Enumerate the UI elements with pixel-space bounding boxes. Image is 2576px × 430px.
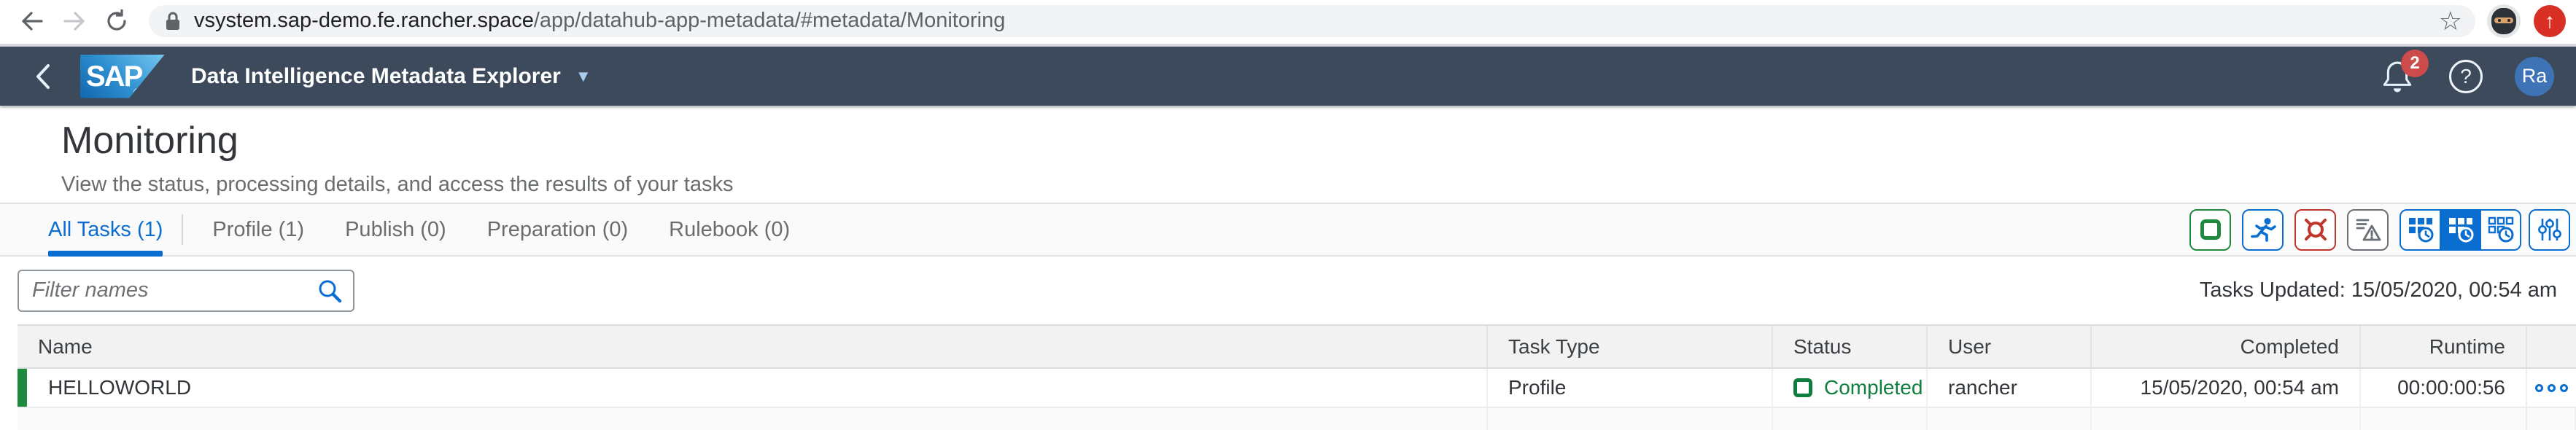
back-arrow-icon — [22, 11, 43, 31]
filter-row: Tasks Updated: 15/05/2020, 00:54 am — [0, 257, 2576, 324]
cell-status: Completed — [1773, 369, 1928, 407]
address-bar[interactable]: vsystem.sap-demo.fe.rancher.space/app/da… — [149, 4, 2475, 37]
shell-actions: 2 ? Ra — [2378, 49, 2554, 96]
url-text[interactable]: vsystem.sap-demo.fe.rancher.space/app/da… — [194, 9, 1005, 33]
column-header-runtime[interactable]: Runtime — [2361, 326, 2527, 367]
column-header-task-type[interactable]: Task Type — [1488, 326, 1773, 367]
tasks-table: Name Task Type Status User Completed Run… — [18, 324, 2576, 430]
cell-name[interactable]: HELLOWORLD — [18, 369, 1488, 407]
sap-logo-text: SAP — [86, 60, 143, 93]
search-icon[interactable] — [317, 278, 344, 309]
tasks-updated-label: Tasks Updated: 15/05/2020, 00:54 am — [2199, 278, 2557, 302]
row-overflow-menu-button[interactable] — [2527, 369, 2576, 407]
filter-settings-button[interactable] — [2529, 208, 2570, 251]
user-avatar[interactable]: Ra — [2515, 56, 2554, 96]
chevron-left-icon — [36, 63, 50, 89]
sap-shell-header: SAP ® Data Intelligence Metadata Explore… — [0, 47, 2576, 106]
filter-field-wrapper — [18, 269, 354, 312]
cell-task-type: Profile — [1488, 369, 1773, 407]
browser-back-button[interactable] — [16, 5, 48, 37]
grid-clock-icon — [2448, 218, 2473, 243]
column-header-actions — [2527, 326, 2576, 367]
completed-square-icon — [2200, 219, 2221, 240]
tab-publish[interactable]: Publish (0) — [345, 217, 446, 241]
task-name: HELLOWORLD — [48, 376, 192, 399]
tab-rulebook[interactable]: Rulebook (0) — [669, 217, 791, 241]
overflow-dots-icon — [2535, 383, 2568, 392]
grid-clock-view-3-button[interactable] — [2480, 208, 2521, 251]
url-path: /app/datahub-app-metadata/#metadata/Moni… — [533, 9, 1006, 32]
avatar-initials: Ra — [2521, 65, 2548, 87]
app-title[interactable]: Data Intelligence Metadata Explorer — [191, 63, 561, 88]
browser-content-divider — [0, 42, 2576, 47]
shell-back-button[interactable] — [25, 58, 61, 95]
completed-status-icon — [1793, 378, 1812, 397]
url-host: vsystem.sap-demo.fe.rancher.space — [194, 9, 534, 32]
sliders-icon — [2537, 219, 2561, 241]
monitor-toolbar — [2189, 208, 2570, 251]
refresh-icon — [107, 9, 126, 31]
forward-arrow-icon — [63, 11, 85, 31]
app-switcher-caret-icon[interactable]: ▼ — [575, 66, 591, 85]
view-switcher — [2400, 208, 2521, 251]
running-status-filter-button[interactable] — [2242, 208, 2284, 251]
grid-clock-view-1-button[interactable] — [2400, 208, 2441, 251]
page-subtitle: View the status, processing details, and… — [61, 173, 734, 196]
tab-all-tasks[interactable]: All Tasks (1) — [48, 204, 163, 257]
grid-clock-icon — [2408, 218, 2433, 243]
bookmark-star-icon[interactable]: ☆ — [2438, 5, 2462, 36]
tab-separator — [182, 214, 184, 245]
log-warnings-button[interactable] — [2347, 208, 2389, 251]
table-header-row: Name Task Type Status User Completed Run… — [18, 324, 2576, 369]
ssl-lock-icon[interactable] — [163, 10, 182, 32]
log-warning-icon — [2356, 219, 2381, 241]
update-arrow-icon: ↑ — [2545, 9, 2555, 32]
help-button[interactable]: ? — [2449, 59, 2483, 93]
status-label: Completed — [1824, 376, 1923, 399]
browser-forward-button[interactable] — [58, 5, 90, 37]
notification-count-badge: 2 — [2401, 49, 2429, 77]
browser-refresh-button[interactable] — [101, 5, 133, 37]
table-row-empty — [18, 408, 2576, 430]
runner-icon — [2250, 218, 2276, 242]
column-header-status[interactable]: Status — [1773, 326, 1928, 367]
browser-update-button[interactable]: ↑ — [2534, 4, 2566, 37]
column-header-completed[interactable]: Completed — [2092, 326, 2361, 367]
grid-clock-view-2-button-selected[interactable] — [2440, 208, 2481, 251]
sap-logo[interactable]: SAP ® — [80, 54, 165, 98]
cell-completed: 15/05/2020, 00:54 am — [2092, 369, 2361, 407]
grid-clock-dots-icon — [2488, 216, 2513, 243]
page-header: Monitoring View the status, processing d… — [0, 106, 2576, 203]
column-header-user[interactable]: User — [1928, 326, 2092, 367]
notifications-button[interactable]: 2 — [2378, 49, 2429, 96]
question-mark-icon: ? — [2460, 64, 2472, 87]
completed-status-filter-button[interactable] — [2189, 208, 2231, 251]
tab-profile[interactable]: Profile (1) — [212, 217, 305, 241]
cell-runtime: 00:00:00:56 — [2361, 369, 2527, 407]
abort-circle-icon — [2304, 219, 2327, 241]
filter-names-input[interactable] — [18, 269, 354, 312]
row-status-bar — [18, 369, 27, 407]
tab-preparation[interactable]: Preparation (0) — [486, 217, 629, 241]
tabs-and-toolbar: All Tasks (1) Profile (1) Publish (0) Pr… — [0, 203, 2576, 257]
browser-extension-icon[interactable] — [2487, 4, 2521, 38]
table-row[interactable]: HELLOWORLD Profile Completed rancher 15/… — [18, 369, 2576, 408]
sap-registered-mark: ® — [133, 86, 140, 97]
cell-user: rancher — [1928, 369, 2092, 407]
page-title: Monitoring — [61, 120, 238, 162]
browser-toolbar: vsystem.sap-demo.fe.rancher.space/app/da… — [0, 0, 2576, 42]
column-header-name[interactable]: Name — [18, 326, 1488, 367]
failed-status-filter-button[interactable] — [2294, 208, 2336, 251]
